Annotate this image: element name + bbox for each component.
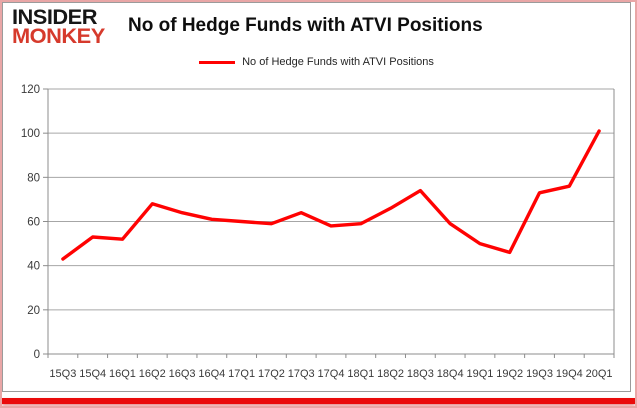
x-axis-label: 16Q2 bbox=[139, 368, 166, 380]
x-axis-label: 20Q1 bbox=[586, 368, 613, 380]
insider-monkey-logo: INSIDER MONKEY bbox=[12, 6, 105, 49]
logo-insider-text: INSIDER bbox=[12, 6, 97, 29]
x-axis-label: 16Q3 bbox=[169, 368, 196, 380]
y-axis-label: 0 bbox=[34, 349, 40, 361]
x-axis-label: 19Q3 bbox=[526, 368, 553, 380]
x-axis-label: 15Q3 bbox=[49, 368, 76, 380]
x-axis-label: 19Q2 bbox=[496, 368, 523, 380]
x-axis-label: 18Q1 bbox=[347, 368, 374, 380]
x-axis-label: 16Q4 bbox=[198, 368, 225, 380]
x-axis-label: 18Q4 bbox=[437, 368, 464, 380]
x-axis-label: 16Q1 bbox=[109, 368, 136, 380]
y-axis-label: 80 bbox=[27, 172, 40, 184]
x-axis-label: 17Q1 bbox=[228, 368, 255, 380]
x-axis-label: 18Q3 bbox=[407, 368, 434, 380]
logo-monkey-text: MONKEY bbox=[12, 25, 105, 49]
x-axis-label: 17Q4 bbox=[318, 368, 345, 380]
y-axis-label: 100 bbox=[21, 128, 40, 140]
legend-line-sample-icon bbox=[199, 60, 236, 64]
x-axis-label: 17Q3 bbox=[288, 368, 315, 380]
x-axis-label: 15Q4 bbox=[79, 368, 106, 380]
y-axis-label: 20 bbox=[27, 305, 40, 317]
y-axis-label: 60 bbox=[27, 217, 40, 229]
x-axis-label: 19Q1 bbox=[466, 368, 493, 380]
x-axis-label: 17Q2 bbox=[258, 368, 285, 380]
data-series-line bbox=[61, 129, 601, 261]
y-axis-label: 40 bbox=[27, 261, 40, 273]
chart-title: No of Hedge Funds with ATVI Positions bbox=[128, 15, 483, 36]
y-axis-label: 120 bbox=[21, 84, 40, 96]
legend-label: No of Hedge Funds with ATVI Positions bbox=[242, 56, 434, 68]
chart-area: INSIDER MONKEY No of Hedge Funds with AT… bbox=[2, 2, 631, 392]
bottom-red-bar bbox=[2, 398, 635, 404]
x-axis-label: 18Q2 bbox=[377, 368, 404, 380]
x-axis-label: 19Q4 bbox=[556, 368, 583, 380]
legend: No of Hedge Funds with ATVI Positions bbox=[3, 56, 630, 68]
